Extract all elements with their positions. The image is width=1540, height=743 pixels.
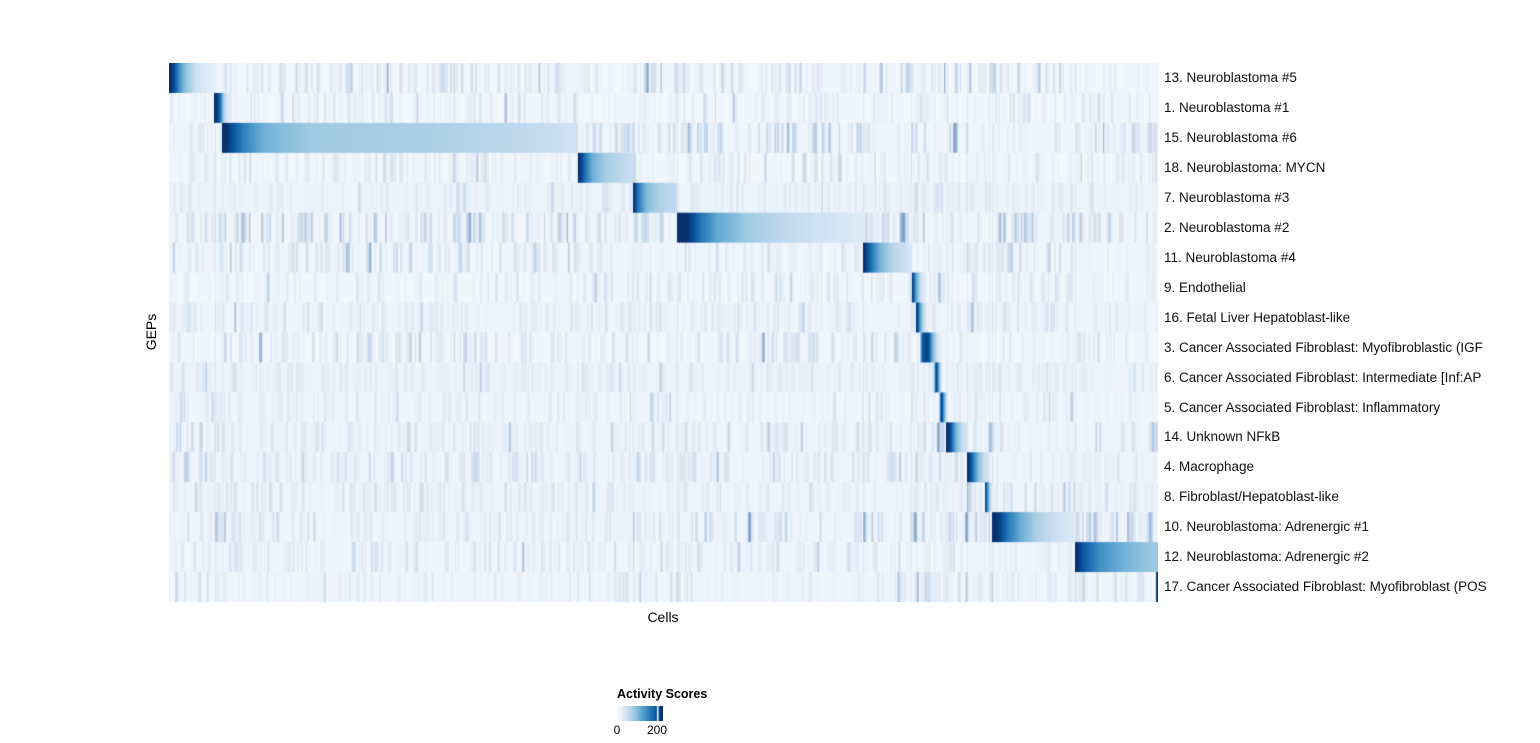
row-label: 16. Fetal Liver Hepatoblast-like (1164, 309, 1351, 325)
legend-title: Activity Scores (617, 687, 708, 701)
row-label: 18. Neuroblastoma: MYCN (1164, 160, 1326, 176)
legend-ticks: 0 200 (613, 723, 667, 737)
row-label: 13. Neuroblastoma #5 (1164, 70, 1297, 86)
row-label: 2. Neuroblastoma #2 (1164, 219, 1290, 235)
heatmap-canvas (169, 63, 1158, 602)
row-label: 17. Cancer Associated Fibroblast: Myofib… (1164, 579, 1487, 595)
row-label: 3. Cancer Associated Fibroblast: Myofibr… (1164, 339, 1483, 355)
row-label: 15. Neuroblastoma #6 (1164, 130, 1297, 146)
colorbar-legend: Activity Scores 0 200 (613, 687, 737, 737)
row-label: 1. Neuroblastoma #1 (1164, 100, 1290, 116)
row-label: 14. Unknown NFkB (1164, 429, 1281, 445)
row-label: 5. Cancer Associated Fibroblast: Inflamm… (1164, 399, 1441, 415)
row-label: 10. Neuroblastoma: Adrenergic #1 (1164, 519, 1369, 535)
y-axis-label: GEPs (143, 313, 159, 351)
row-label: 4. Macrophage (1164, 459, 1255, 475)
legend-max-tick: 200 (646, 723, 668, 737)
legend-min-tick: 0 (613, 723, 621, 737)
row-label: 9. Endothelial (1164, 279, 1246, 295)
row-label: 7. Neuroblastoma #3 (1164, 189, 1290, 205)
colorbar-gradient (617, 706, 663, 721)
row-label: 12. Neuroblastoma: Adrenergic #2 (1164, 549, 1369, 565)
row-label: 8. Fibroblast/Hepatoblast-like (1164, 489, 1339, 505)
row-label: 11. Neuroblastoma #4 (1164, 249, 1296, 265)
row-label: 6. Cancer Associated Fibroblast: Interme… (1164, 369, 1482, 385)
x-axis-label: Cells (647, 609, 679, 625)
row-labels: 13. Neuroblastoma #5 1. Neuroblastoma #1 1… (1164, 63, 1487, 602)
